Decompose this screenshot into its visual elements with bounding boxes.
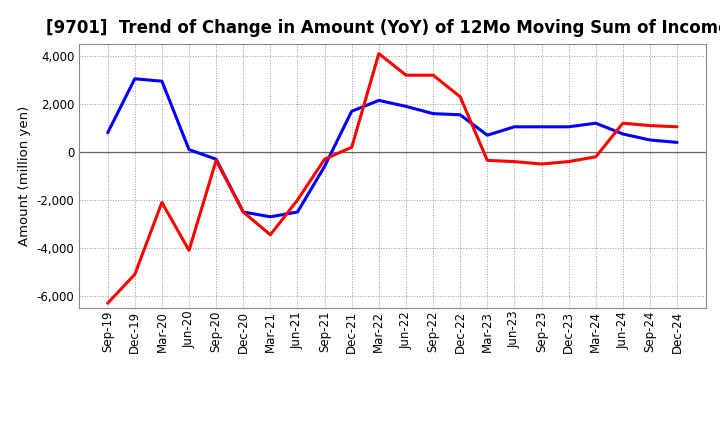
Net Income [591, 154, 600, 159]
Net Income [510, 159, 518, 164]
Net Income [320, 157, 329, 162]
Ordinary Income [402, 104, 410, 109]
Net Income [483, 158, 492, 163]
Net Income [293, 198, 302, 203]
Net Income [428, 73, 437, 78]
Ordinary Income [266, 214, 275, 220]
Net Income [537, 161, 546, 167]
Net Income [564, 159, 573, 164]
Ordinary Income [591, 121, 600, 126]
Net Income [456, 94, 464, 99]
Ordinary Income [348, 109, 356, 114]
Ordinary Income [483, 132, 492, 138]
Y-axis label: Amount (million yen): Amount (million yen) [18, 106, 31, 246]
Net Income [672, 124, 681, 129]
Line: Ordinary Income: Ordinary Income [108, 79, 677, 217]
Line: Net Income: Net Income [108, 54, 677, 303]
Ordinary Income [239, 209, 248, 215]
Title: [9701]  Trend of Change in Amount (YoY) of 12Mo Moving Sum of Incomes: [9701] Trend of Change in Amount (YoY) o… [45, 19, 720, 37]
Ordinary Income [212, 157, 220, 162]
Net Income [402, 73, 410, 78]
Net Income [618, 121, 627, 126]
Ordinary Income [293, 209, 302, 215]
Net Income [374, 51, 383, 56]
Ordinary Income [456, 112, 464, 117]
Ordinary Income [158, 79, 166, 84]
Net Income [646, 123, 654, 128]
Net Income [212, 158, 220, 163]
Ordinary Income [428, 111, 437, 116]
Ordinary Income [185, 147, 194, 152]
Ordinary Income [564, 124, 573, 129]
Ordinary Income [130, 76, 139, 81]
Ordinary Income [618, 132, 627, 137]
Ordinary Income [646, 137, 654, 143]
Ordinary Income [320, 164, 329, 169]
Ordinary Income [672, 140, 681, 145]
Net Income [239, 209, 248, 215]
Ordinary Income [537, 124, 546, 129]
Net Income [348, 145, 356, 150]
Ordinary Income [104, 130, 112, 136]
Net Income [104, 301, 112, 306]
Ordinary Income [374, 98, 383, 103]
Net Income [158, 200, 166, 205]
Net Income [266, 232, 275, 238]
Ordinary Income [510, 124, 518, 129]
Net Income [185, 248, 194, 253]
Net Income [130, 272, 139, 277]
